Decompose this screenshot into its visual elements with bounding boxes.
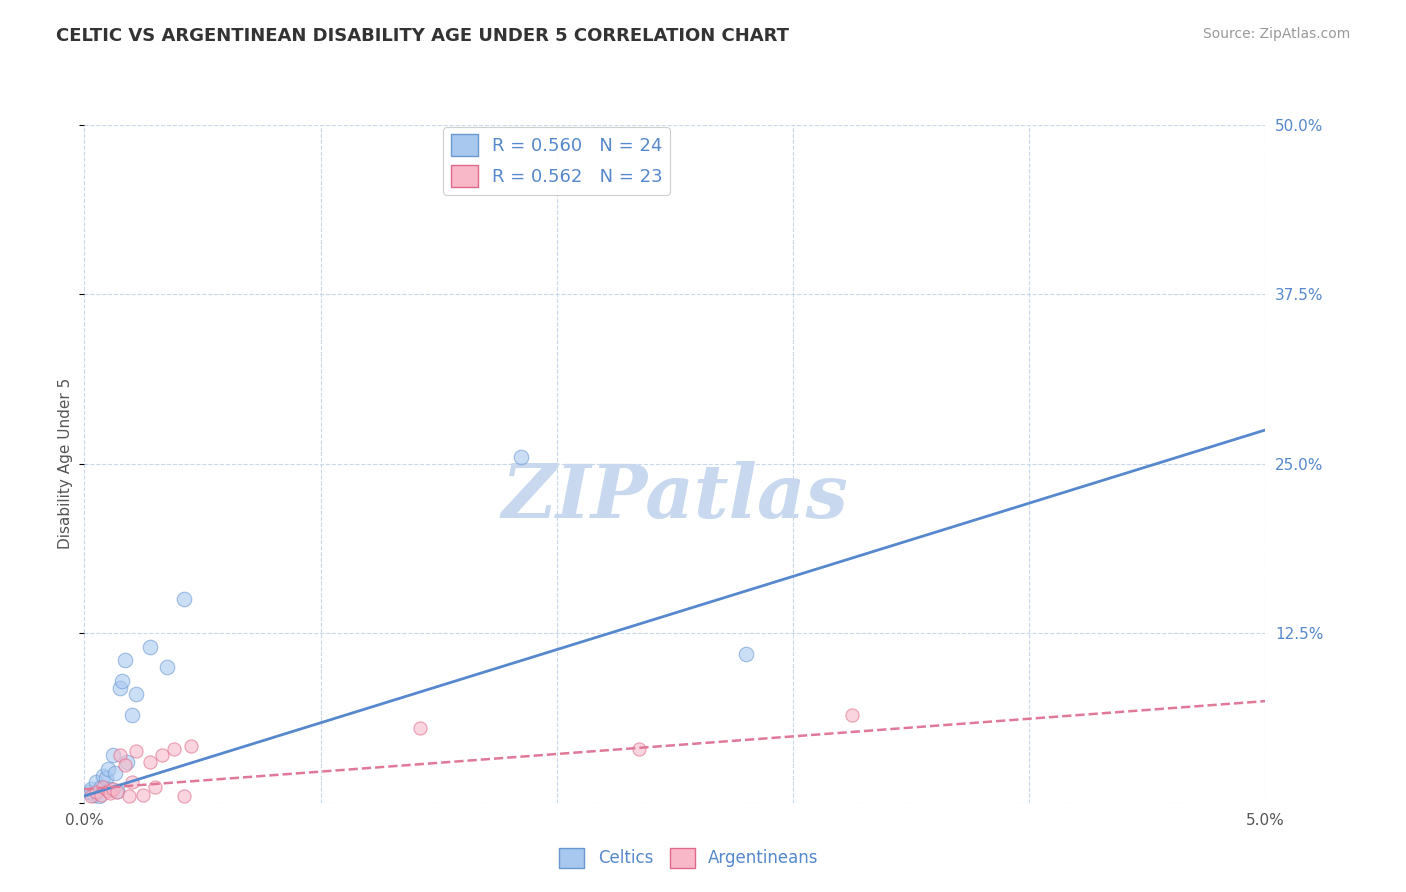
Text: ZIPatlas: ZIPatlas bbox=[502, 461, 848, 534]
Point bbox=[80, 782, 103, 797]
Legend: R = 0.560   N = 24, R = 0.562   N = 23: R = 0.560 N = 24, R = 0.562 N = 23 bbox=[443, 128, 671, 194]
Point bbox=[121, 707, 143, 722]
Point bbox=[91, 780, 114, 794]
Point bbox=[107, 783, 129, 797]
Point bbox=[91, 769, 114, 783]
Point bbox=[108, 681, 131, 695]
Point bbox=[510, 450, 533, 464]
Point bbox=[139, 755, 162, 769]
Point bbox=[90, 788, 112, 802]
Point bbox=[98, 782, 121, 797]
Point bbox=[80, 789, 103, 803]
Point bbox=[97, 783, 120, 797]
Point bbox=[84, 775, 107, 789]
Point bbox=[84, 785, 107, 799]
Point bbox=[121, 775, 143, 789]
Point bbox=[107, 785, 129, 799]
Point bbox=[94, 772, 117, 786]
Point bbox=[77, 785, 100, 799]
Point bbox=[101, 748, 124, 763]
Point bbox=[90, 780, 112, 794]
Point bbox=[114, 653, 136, 667]
Point bbox=[163, 741, 186, 756]
Point bbox=[139, 640, 162, 654]
Point bbox=[114, 757, 136, 772]
Point bbox=[132, 788, 155, 802]
Point bbox=[118, 789, 141, 803]
Point bbox=[734, 647, 756, 661]
Text: CELTIC VS ARGENTINEAN DISABILITY AGE UNDER 5 CORRELATION CHART: CELTIC VS ARGENTINEAN DISABILITY AGE UND… bbox=[56, 27, 789, 45]
Y-axis label: Disability Age Under 5: Disability Age Under 5 bbox=[58, 378, 73, 549]
Point bbox=[87, 789, 110, 803]
Point bbox=[111, 673, 134, 688]
Point bbox=[97, 762, 120, 776]
Point bbox=[104, 766, 127, 780]
Point bbox=[173, 789, 195, 803]
Point bbox=[98, 786, 121, 800]
Point bbox=[150, 748, 173, 763]
Point bbox=[143, 780, 166, 794]
Legend: Celtics, Argentineans: Celtics, Argentineans bbox=[553, 841, 825, 875]
Point bbox=[125, 687, 148, 701]
Point bbox=[125, 744, 148, 758]
Point bbox=[115, 755, 138, 769]
Point bbox=[173, 592, 195, 607]
Point bbox=[409, 721, 432, 735]
Point bbox=[83, 788, 105, 802]
Point bbox=[628, 741, 651, 756]
Point bbox=[180, 739, 202, 753]
Point bbox=[101, 782, 124, 797]
Text: Source: ZipAtlas.com: Source: ZipAtlas.com bbox=[1202, 27, 1350, 41]
Point bbox=[156, 660, 179, 674]
Point bbox=[108, 748, 131, 763]
Point bbox=[841, 707, 863, 722]
